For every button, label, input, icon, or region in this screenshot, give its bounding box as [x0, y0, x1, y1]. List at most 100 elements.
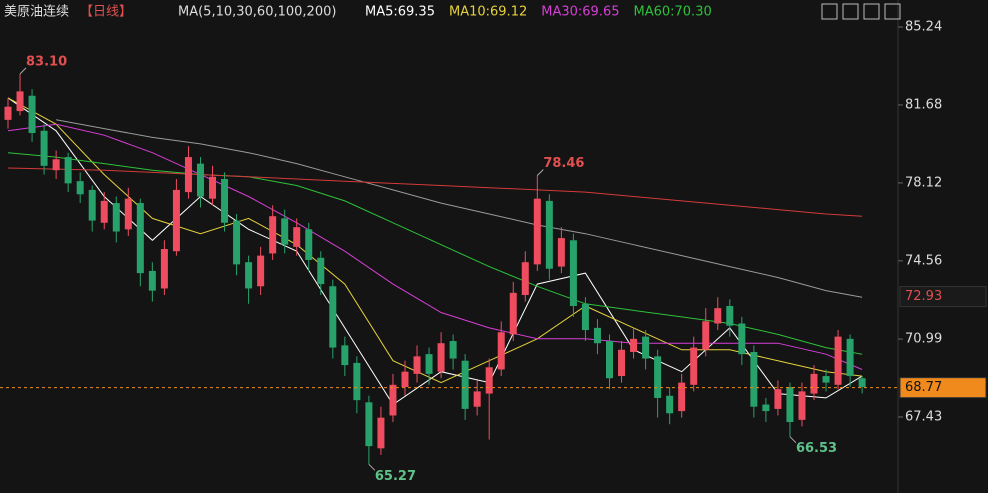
candle-body	[786, 387, 794, 423]
candle-body	[365, 402, 373, 447]
candle-body	[184, 157, 192, 193]
annotation-label: 65.27	[375, 469, 416, 484]
y-tick-label: 81.68	[905, 97, 942, 112]
price-marker-label: 72.93	[905, 289, 942, 304]
candle-body	[293, 227, 301, 247]
candle-body	[798, 391, 806, 420]
candle-body	[581, 303, 589, 331]
candle-body	[834, 336, 842, 385]
candle-body	[593, 327, 601, 344]
candle-body	[269, 216, 277, 254]
candle-body	[738, 323, 746, 355]
candle-body	[329, 286, 337, 348]
candle-body	[209, 176, 217, 199]
candle-body	[750, 351, 758, 407]
candle-body	[52, 159, 60, 171]
y-tick-label: 85.24	[905, 20, 942, 35]
tool-icon[interactable]	[863, 3, 880, 20]
annotation-leader	[536, 169, 544, 176]
annotation-leader	[789, 436, 797, 444]
candle-body	[654, 356, 662, 398]
candle-body	[28, 95, 36, 133]
candle-body	[618, 349, 626, 377]
candle-body	[112, 203, 120, 232]
candle-body	[437, 343, 445, 372]
y-tick-label: 70.99	[905, 332, 942, 347]
candle-body	[76, 181, 84, 195]
candle-body	[353, 362, 361, 401]
candle-body	[4, 106, 12, 120]
ma-readout: MA5:69.35	[365, 5, 435, 20]
candle-body	[40, 130, 48, 166]
y-tick-label: 67.43	[905, 410, 942, 425]
tool-icon[interactable]	[884, 3, 901, 20]
candle-body	[714, 308, 722, 324]
ma-readout: MA30:69.65	[541, 5, 619, 20]
annotation-label: 66.53	[796, 441, 837, 456]
candle-body	[666, 395, 674, 414]
chart-title: 美原油连续	[4, 4, 69, 20]
ma-line	[7, 123, 863, 370]
y-tick-label: 74.56	[905, 253, 942, 268]
candle-body	[702, 321, 710, 350]
period[interactable]: 【日线】	[80, 5, 132, 20]
candle-body	[401, 371, 409, 387]
price-marker-label: 68.77	[905, 380, 942, 395]
ma-readout: MA10:69.12	[449, 5, 527, 20]
toolbar	[821, 3, 901, 20]
candle-body	[281, 218, 289, 245]
annotation-leader	[368, 463, 376, 471]
candle-body	[305, 229, 313, 260]
candle-body	[774, 389, 782, 409]
candle-body	[88, 189, 96, 221]
candle-body	[473, 391, 481, 407]
candle-body	[124, 198, 132, 230]
candle-body	[413, 356, 421, 374]
candle-body	[642, 336, 650, 359]
ma-line	[7, 97, 863, 384]
candle-body	[172, 189, 180, 252]
ma-params: MA(5,10,30,60,100,200)	[178, 5, 336, 20]
candle-body	[233, 220, 241, 265]
price-marker	[899, 286, 987, 308]
candle-body	[196, 163, 204, 197]
candle-body	[257, 255, 265, 287]
tool-icon[interactable]	[821, 3, 838, 20]
candle-body	[678, 382, 686, 412]
annotation-leader	[19, 67, 27, 75]
candle-body	[557, 238, 565, 267]
candle-body	[160, 249, 168, 289]
candle-body	[726, 305, 734, 326]
tool-icon[interactable]	[842, 3, 859, 20]
candle-body	[245, 262, 253, 289]
candle-body	[461, 360, 469, 409]
candle-body	[810, 373, 818, 394]
candle-body	[425, 354, 433, 374]
candle-body	[317, 257, 325, 285]
ma-line	[7, 152, 863, 355]
annotation-label: 78.46	[543, 156, 584, 171]
candle-body	[341, 345, 349, 366]
ma-line	[7, 167, 863, 217]
candle-body	[16, 91, 24, 112]
candle-body	[521, 262, 529, 296]
candle-body	[606, 341, 613, 379]
candle-body	[497, 332, 505, 370]
candle-body	[533, 198, 541, 265]
candle-body	[221, 178, 229, 223]
candle-body	[389, 384, 397, 416]
candle-body	[858, 378, 866, 387]
y-tick-label: 78.12	[905, 175, 942, 190]
candle-body	[846, 338, 854, 377]
candle-body	[377, 417, 385, 449]
candle-body	[569, 240, 577, 306]
candle-body	[822, 376, 830, 383]
candle-body	[690, 347, 698, 385]
candle-body	[762, 404, 770, 412]
price-marker	[899, 377, 987, 399]
ma-line	[56, 119, 863, 298]
candle-body	[509, 292, 517, 335]
candle-body	[64, 157, 72, 184]
candle-body	[485, 367, 493, 394]
